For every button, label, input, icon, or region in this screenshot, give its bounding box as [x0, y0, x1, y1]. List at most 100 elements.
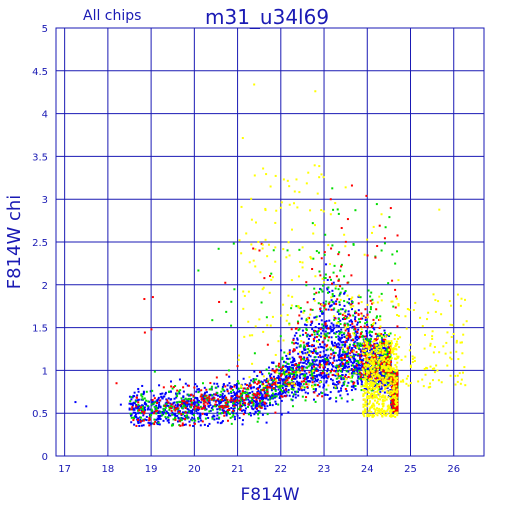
- point-series-4: [313, 299, 316, 302]
- point-series-1: [320, 332, 323, 335]
- point-series-1: [349, 324, 352, 327]
- point-series-3: [140, 420, 143, 423]
- point-series-1: [334, 370, 337, 373]
- point-series-1: [161, 392, 164, 395]
- point-series-3: [204, 401, 207, 404]
- point-series-2: [278, 386, 281, 389]
- point-series-2: [376, 361, 379, 364]
- point-series-3: [204, 394, 207, 397]
- point-series-1: [158, 384, 161, 387]
- point-series-4: [297, 306, 300, 309]
- point-series-2: [320, 288, 323, 291]
- point-series-4: [380, 409, 383, 412]
- point-series-4: [423, 333, 426, 336]
- point-series-4: [270, 278, 273, 281]
- point-series-1: [281, 379, 284, 382]
- point-series-3: [178, 419, 181, 422]
- point-series-1: [298, 375, 301, 378]
- point-series-2: [318, 334, 321, 337]
- point-series-3: [220, 405, 223, 408]
- point-series-1: [297, 352, 300, 355]
- point-series-3: [390, 398, 393, 401]
- point-series-3: [392, 410, 395, 413]
- point-series-1: [197, 399, 200, 402]
- point-series-2: [298, 363, 301, 366]
- point-series-4: [243, 294, 246, 297]
- point-series-1: [350, 364, 353, 367]
- point-series-3: [389, 344, 392, 347]
- point-series-1: [239, 405, 242, 408]
- point-series-3: [262, 382, 265, 385]
- point-series-2: [290, 379, 293, 382]
- point-series-2: [266, 413, 269, 416]
- point-series-1: [347, 381, 350, 384]
- point-series-1: [357, 295, 360, 298]
- point-series-2: [324, 333, 327, 336]
- point-series-1: [296, 338, 299, 341]
- point-series-1: [312, 363, 315, 366]
- point-series-1: [316, 374, 319, 377]
- point-series-1: [255, 387, 258, 390]
- point-series-1: [344, 344, 347, 347]
- point-series-2: [379, 367, 382, 370]
- point-series-4: [361, 314, 364, 317]
- point-series-3: [346, 346, 349, 349]
- point-series-2: [343, 275, 346, 278]
- point-series-3: [209, 382, 212, 385]
- point-series-2: [291, 368, 294, 371]
- point-series-1: [254, 405, 257, 408]
- point-series-1: [281, 378, 284, 381]
- point-series-1: [216, 411, 219, 414]
- point-series-2: [261, 399, 264, 402]
- point-series-1: [323, 377, 326, 380]
- point-series-4: [335, 322, 338, 325]
- point-series-1: [327, 308, 330, 311]
- point-series-1: [133, 402, 136, 405]
- point-series-1: [265, 377, 268, 380]
- point-series-4: [388, 362, 391, 365]
- point-series-3: [315, 369, 318, 372]
- point-series-3: [204, 404, 207, 407]
- point-series-1: [299, 382, 302, 385]
- point-series-2: [180, 397, 183, 400]
- point-series-1: [152, 394, 155, 397]
- point-series-3: [389, 348, 392, 351]
- point-series-3: [167, 401, 170, 404]
- point-series-3: [374, 362, 377, 365]
- point-series-1: [383, 391, 386, 394]
- point-series-1: [282, 369, 285, 372]
- point-series-2: [370, 389, 373, 392]
- point-series-1: [279, 395, 282, 398]
- point-series-4: [422, 385, 425, 388]
- point-series-3: [364, 344, 367, 347]
- point-series-4: [241, 137, 244, 140]
- point-series-4: [394, 400, 397, 403]
- point-series-1: [346, 316, 349, 319]
- point-series-1: [319, 356, 322, 359]
- point-series-1: [145, 403, 148, 406]
- point-series-1: [322, 383, 325, 386]
- point-series-1: [133, 395, 136, 398]
- point-series-2: [329, 278, 332, 281]
- point-series-3: [239, 408, 242, 411]
- point-series-1: [241, 423, 244, 426]
- point-series-3: [170, 409, 173, 412]
- point-series-1: [271, 404, 274, 407]
- point-series-4: [431, 379, 434, 382]
- point-series-2: [305, 334, 308, 337]
- point-series-2: [183, 399, 186, 402]
- point-series-1: [183, 414, 186, 417]
- point-series-3: [348, 352, 351, 355]
- point-series-2: [222, 389, 225, 392]
- point-series-3: [287, 371, 290, 374]
- point-series-4: [261, 247, 264, 250]
- point-series-3: [269, 386, 272, 389]
- point-series-1: [176, 414, 179, 417]
- point-series-2: [343, 380, 346, 383]
- point-series-2: [164, 406, 167, 409]
- point-series-3: [322, 366, 325, 369]
- point-series-3: [286, 379, 289, 382]
- point-series-4: [388, 406, 391, 409]
- point-series-1: [135, 404, 138, 407]
- point-series-4: [387, 374, 390, 377]
